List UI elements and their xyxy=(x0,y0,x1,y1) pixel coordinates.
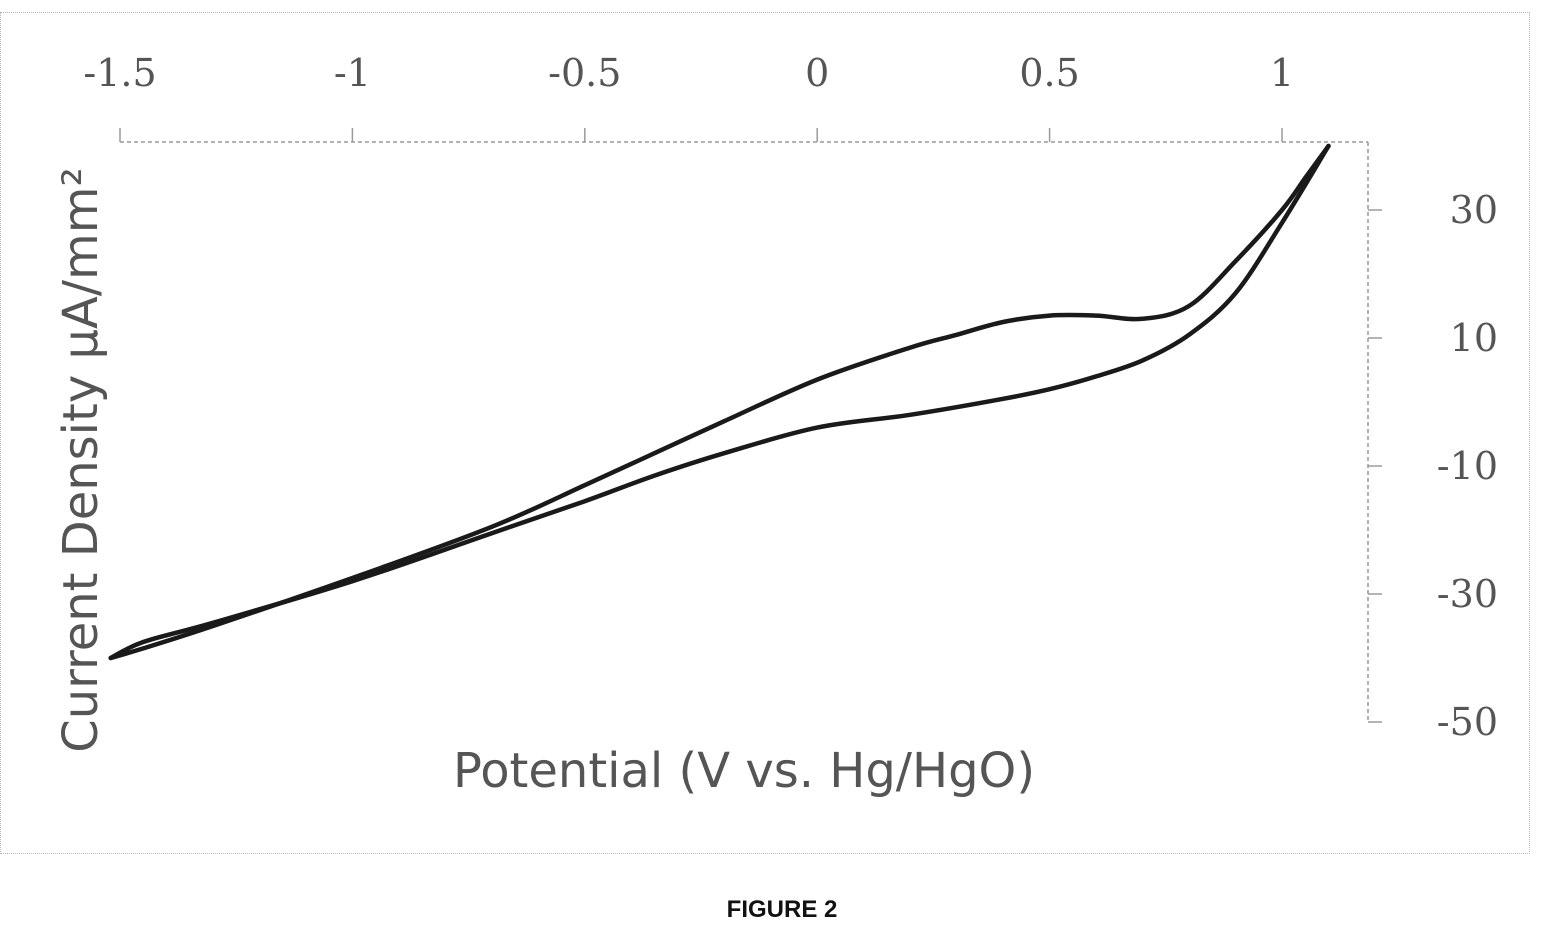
y-tick-label: -30 xyxy=(1437,572,1498,616)
x-axis-title: Potential (V vs. Hg/HgO) xyxy=(453,743,1035,799)
y-axis: 30 10 -10 -30 -50 xyxy=(1367,142,1498,744)
chart-frame xyxy=(0,12,1530,854)
y-tick-label: 30 xyxy=(1450,188,1498,232)
x-tick-label: 0.5 xyxy=(1019,51,1079,95)
x-tick-label: -1.5 xyxy=(83,51,156,95)
figure-caption: FIGURE 2 xyxy=(726,896,838,923)
y-tick-label: -50 xyxy=(1437,700,1498,744)
y-axis-title: Current Density µA/mm² xyxy=(53,167,109,753)
x-tick-label: 0 xyxy=(805,51,829,95)
x-axis: -1.5 -1 -0.5 0 0.5 1 xyxy=(83,51,1368,143)
series-line-anodic xyxy=(108,143,1331,661)
x-tick-label: -1 xyxy=(334,51,371,95)
x-tick-label: 1 xyxy=(1270,51,1294,95)
y-tick-label: -10 xyxy=(1437,444,1498,488)
series-layer xyxy=(108,143,1331,661)
series-line-cathodic xyxy=(108,143,1331,661)
x-tick-label: -0.5 xyxy=(548,51,621,95)
y-tick-label: 10 xyxy=(1450,316,1498,360)
